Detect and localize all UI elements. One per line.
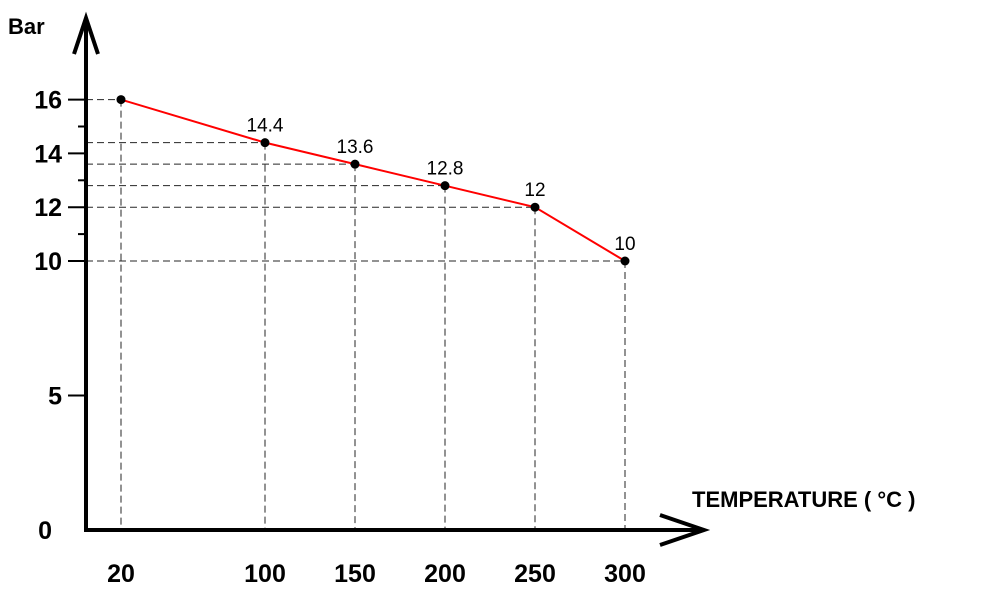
y-tick-label-12: 12 [34,194,62,222]
y-tick-labels: 0 5 10 12 14 16 [34,87,86,545]
data-point-200 [440,181,450,191]
y-axis-title: Bar [8,14,45,39]
data-label-150: 13.6 [337,137,374,158]
x-axis-title: TEMPERATURE ( °C ) [692,487,916,512]
data-label-100: 14.4 [247,116,284,137]
data-label-200: 12.8 [427,159,464,180]
y-axis-arrowhead [72,11,100,55]
guide-lines [86,99,626,530]
axes [72,11,711,547]
minor-ticks [78,125,86,236]
x-tick-label-200: 200 [424,560,466,588]
data-label-250: 12 [524,180,545,201]
y-tick-label-10: 10 [34,248,62,276]
series: 14.4 13.6 12.8 12 10 [116,95,636,266]
series-line [120,98,626,262]
y-tick-label-0: 0 [38,517,52,545]
x-tick-label-300: 300 [604,560,646,588]
data-point-100 [260,138,270,148]
data-label-300: 10 [614,234,635,255]
data-point-300 [620,256,630,266]
y-tick-label-5: 5 [48,383,62,411]
y-tick-label-16: 16 [34,87,62,115]
x-tick-label-250: 250 [514,560,556,588]
data-point-250 [530,202,540,212]
x-axis-arrowhead [659,513,711,547]
x-tick-label-150: 150 [334,560,376,588]
data-point-150 [350,159,360,169]
x-tick-label-100: 100 [244,560,286,588]
x-tick-label-20: 20 [107,560,135,588]
x-tick-labels: 20 100 150 200 250 300 [107,560,646,588]
data-point-20 [116,95,126,105]
y-tick-label-14: 14 [34,140,62,168]
